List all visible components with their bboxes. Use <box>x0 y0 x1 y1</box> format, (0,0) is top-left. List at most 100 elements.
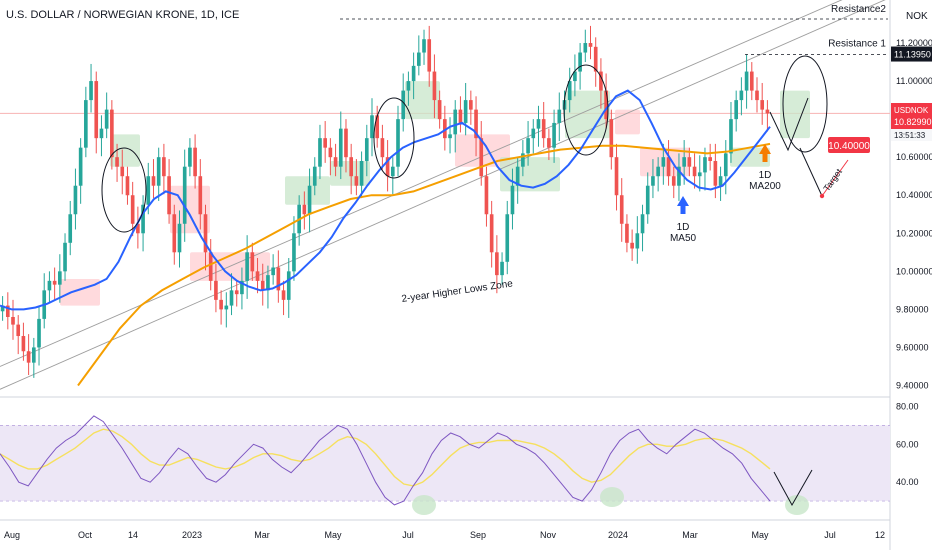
countdown-bg <box>891 129 932 141</box>
price-tick-label: 10.00000 <box>896 266 932 276</box>
candle-body <box>411 65 416 82</box>
ma50-line <box>0 89 771 311</box>
time-tick-label: Aug <box>4 530 20 540</box>
candle-body <box>271 267 275 276</box>
candle-body <box>125 176 130 196</box>
candle-body <box>521 153 525 167</box>
candle-body <box>94 81 99 139</box>
candle-body <box>120 166 125 177</box>
resistance1-badge: 11.13950 <box>891 46 932 62</box>
candle-body <box>635 233 640 249</box>
candle-body <box>416 52 421 66</box>
candle-body <box>510 185 515 215</box>
candle-body <box>323 138 327 148</box>
candle-body <box>63 242 67 272</box>
candle-body <box>47 280 52 291</box>
ma50-marker-arrow-icon <box>677 196 689 214</box>
candle-body <box>156 157 161 186</box>
candle-body <box>671 176 676 186</box>
candle-body <box>266 275 270 291</box>
candle-body <box>515 166 520 186</box>
candle-body <box>338 128 343 167</box>
candle-body <box>21 336 26 352</box>
candle-body <box>708 157 712 161</box>
cloud-segment-4 <box>285 176 330 205</box>
candle-body <box>136 223 140 234</box>
candles <box>0 25 770 378</box>
candle-body <box>406 81 411 91</box>
rsi-tick-label: 80.00 <box>896 401 919 411</box>
target-point <box>819 193 825 199</box>
candle-body <box>427 39 432 72</box>
candle-body <box>463 100 468 123</box>
candle-body <box>375 115 380 139</box>
candle-body <box>146 176 151 205</box>
candle-body <box>390 166 395 177</box>
candle-body <box>760 100 765 110</box>
currency-label: NOK <box>906 11 928 22</box>
candle-body <box>5 305 10 317</box>
ma200-line <box>77 142 771 387</box>
candle-body <box>16 324 21 337</box>
candle-body <box>370 115 374 139</box>
candle-body <box>619 195 624 224</box>
candle-body <box>162 157 166 177</box>
candle-body <box>531 128 536 139</box>
symbol-title: U.S. DOLLAR / NORWEGIAN KRONE, 1D, ICE <box>6 9 240 21</box>
time-tick-label: 2024 <box>608 530 628 540</box>
candle-body <box>224 305 229 310</box>
candle-body <box>328 147 333 158</box>
candle-body <box>573 71 577 82</box>
candle-body <box>765 109 770 114</box>
candle-body <box>552 122 556 148</box>
candle-body <box>172 214 177 253</box>
candle-body <box>666 157 671 177</box>
candle-body <box>344 128 348 158</box>
candle-body <box>443 119 447 139</box>
candle-body <box>640 214 645 234</box>
candle-body <box>437 100 442 120</box>
cloud-segment-1 <box>60 278 100 306</box>
candle-body <box>609 119 614 158</box>
candle-body <box>656 166 660 177</box>
candle-body <box>68 214 73 243</box>
candle-body <box>453 109 458 135</box>
ma200-label-line1: 1D <box>759 170 772 181</box>
candle-body <box>292 233 296 272</box>
candle-body <box>182 166 187 224</box>
price-tick-label: 9.60000 <box>896 342 929 352</box>
ma200-label-line2: MA200 <box>749 181 781 192</box>
crossing-ellipse-3 <box>563 64 609 156</box>
candle-body <box>422 39 426 53</box>
candle-body <box>240 280 244 295</box>
ma50-label-line2: MA50 <box>670 233 697 244</box>
candle-body <box>26 351 31 363</box>
candle-body <box>505 214 510 262</box>
candle-body <box>578 52 582 72</box>
candle-body <box>141 204 145 234</box>
rsi-band <box>0 425 890 502</box>
time-tick-label: 12 <box>875 530 885 540</box>
candle-body <box>333 157 338 167</box>
candle-body <box>318 138 322 167</box>
crossing-ellipse-1 <box>101 147 147 233</box>
candle-body <box>198 176 203 215</box>
candle-body <box>630 242 634 249</box>
time-tick-label: May <box>324 530 342 540</box>
candle-body <box>0 305 5 312</box>
candle-body <box>214 280 218 300</box>
candle-body <box>359 160 364 186</box>
time-tick-label: May <box>751 530 769 540</box>
crossing-ellipse-2 <box>373 97 415 179</box>
price-tick-label: 10.40000 <box>896 190 932 200</box>
time-tick-label: Jul <box>824 530 836 540</box>
candle-body <box>307 185 312 215</box>
candle-body <box>703 157 707 173</box>
time-tick-label: Nov <box>540 530 557 540</box>
candle-body <box>489 214 494 253</box>
projection-down <box>799 147 823 197</box>
candle-body <box>73 185 78 215</box>
candle-body <box>167 176 171 215</box>
candle-body <box>276 267 281 291</box>
